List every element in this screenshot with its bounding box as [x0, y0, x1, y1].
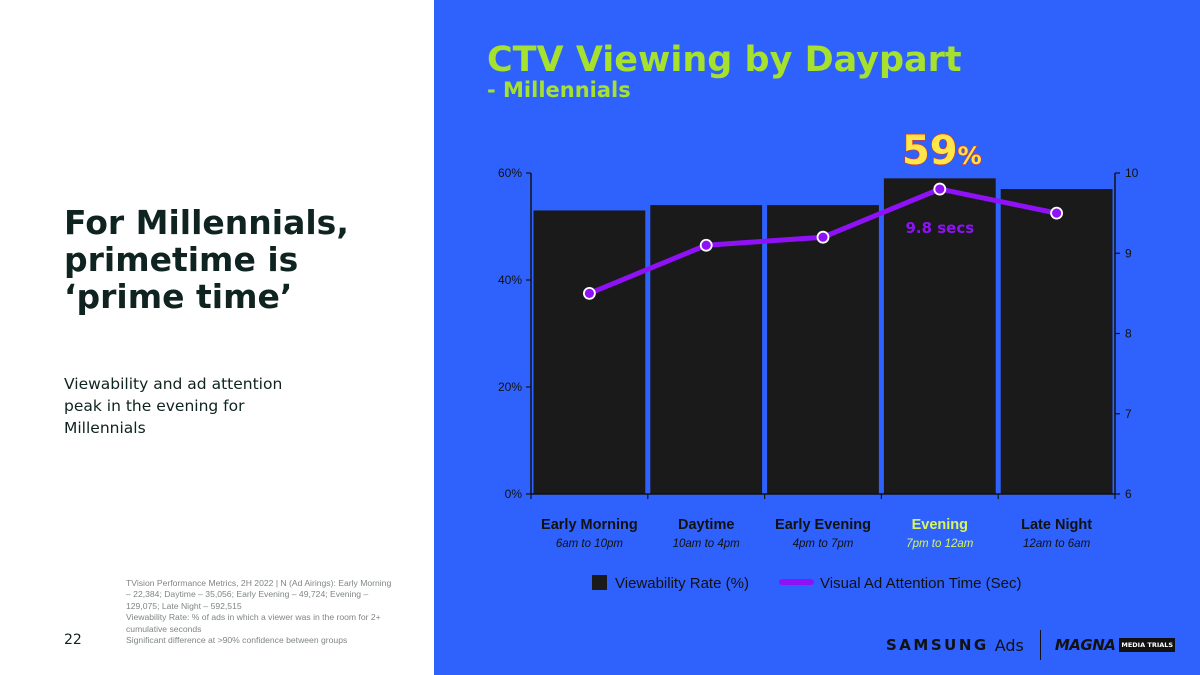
samsung-logo: SAMSUNG [886, 636, 989, 654]
footnote-line: Viewability Rate: % of ads in which a vi… [126, 612, 381, 634]
legend-bar-label: Viewability Rate (%) [615, 575, 749, 592]
evening-attention-annotation: 9.8 secs [905, 219, 974, 237]
bar-1 [533, 210, 646, 494]
x-category-sublabel: 4pm to 7pm [793, 538, 854, 550]
left-tick-label: 60% [498, 166, 522, 180]
legend-bar-swatch [592, 575, 607, 590]
annotation-unit: % [958, 142, 982, 170]
x-category-label: Late Night [1021, 517, 1092, 533]
attention-point-4 [933, 182, 947, 196]
evening-viewability-annotation: 59% [902, 128, 982, 174]
x-category-label: Early Morning [541, 517, 638, 533]
left-tick-label: 0% [505, 487, 523, 501]
bar-3 [767, 205, 879, 494]
left-panel: For Millennials, primetime is ‘prime tim… [0, 0, 434, 675]
right-tick-label: 9 [1125, 246, 1132, 260]
attention-point-3 [816, 230, 830, 244]
attention-point-1 [582, 286, 596, 300]
right-tick-label: 8 [1125, 327, 1132, 341]
x-category-sublabel: 12am to 6am [1023, 538, 1091, 550]
x-category-label: Evening [912, 517, 968, 533]
left-tick-label: 40% [498, 273, 522, 287]
right-tick-label: 7 [1125, 407, 1132, 421]
source-footnote: TVision Performance Metrics, 2H 2022 | N… [126, 578, 398, 646]
chart-panel: CTV Viewing by Daypart - Millennials 0% 2… [434, 0, 1200, 675]
annotation-number: 59 [902, 128, 958, 174]
right-tick-label: 6 [1125, 487, 1132, 501]
daypart-chart: 0% 20% 40% 60% 6 7 8 9 10 Early Morning 6am to 10p… [498, 127, 1139, 592]
footnote-line: Significant difference at >90% confidenc… [126, 635, 348, 646]
legend-line-label: Visual Ad Attention Time (Sec) [820, 575, 1022, 592]
x-category-sublabel: 10am to 4pm [673, 538, 741, 550]
slide-subheadline: Viewability and ad attention peak in the… [64, 375, 283, 437]
media-trials-badge: MEDIA TRIALS [1119, 638, 1176, 652]
ads-logo-text: Ads [994, 635, 1024, 655]
right-tick-label: 10 [1125, 166, 1139, 180]
x-category-label: Early Evening [775, 517, 871, 533]
page-number: 22 [64, 632, 82, 648]
chart-subtitle: - Millennials [487, 78, 631, 102]
left-tick-label: 20% [498, 380, 522, 394]
chart-title: CTV Viewing by Daypart [487, 40, 962, 80]
brand-logos: SAMSUNG Ads MAGNA MEDIA TRIALS [886, 630, 1176, 660]
attention-point-5 [1050, 206, 1063, 220]
x-category-label: Daytime [678, 517, 734, 533]
x-category-sublabel: 7pm to 12am [906, 538, 974, 550]
bar-2 [650, 205, 763, 494]
bar-4 [883, 178, 996, 494]
slide-headline: For Millennials, primetime is ‘prime tim… [64, 203, 349, 316]
footnote-line: TVision Performance Metrics, 2H 2022 | N… [126, 578, 392, 611]
bar-5 [1000, 189, 1113, 495]
magna-logo: MAGNA [1054, 636, 1116, 654]
x-category-sublabel: 6am to 10pm [556, 538, 624, 550]
attention-point-2 [699, 238, 713, 252]
logo-divider [1039, 630, 1041, 660]
